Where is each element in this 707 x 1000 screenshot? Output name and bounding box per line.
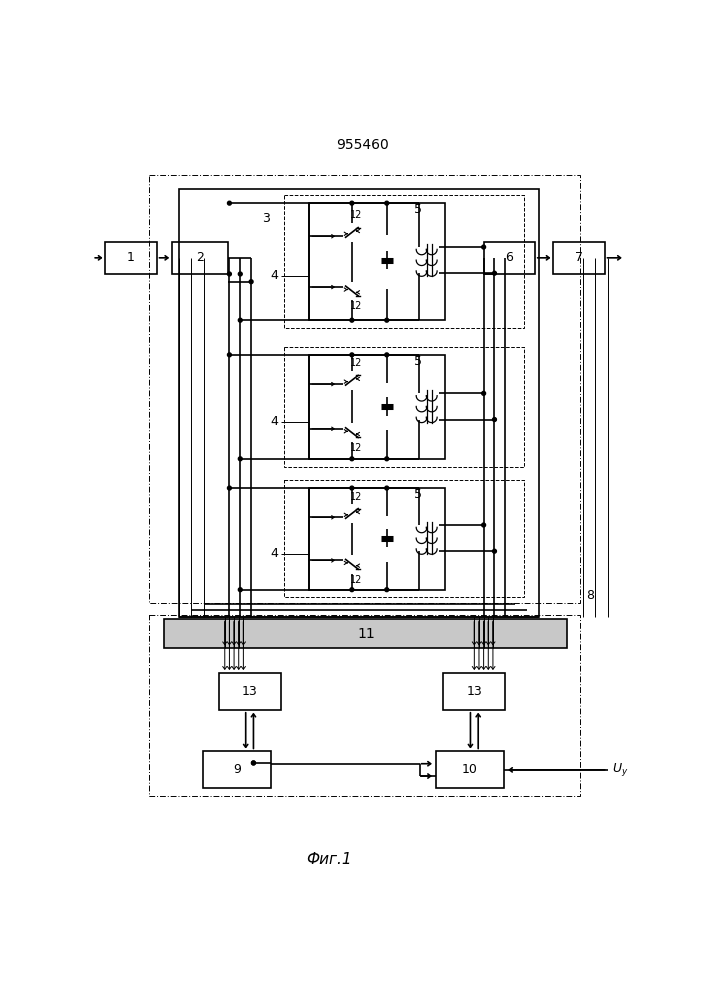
Circle shape [493,418,496,421]
Text: 10: 10 [462,763,478,776]
Bar [284,195,524,328]
Circle shape [238,318,243,322]
Text: 5: 5 [414,203,422,216]
Circle shape [493,271,496,275]
Bar [172,242,228,274]
Text: 12: 12 [349,210,362,220]
Text: 12: 12 [349,575,362,585]
Circle shape [350,318,354,322]
Bar [309,355,445,459]
Text: 7: 7 [575,251,583,264]
Text: 12: 12 [349,358,362,368]
Text: 4: 4 [270,547,279,560]
Circle shape [385,318,389,322]
Text: 955460: 955460 [337,138,389,152]
Circle shape [228,486,231,490]
Bar [203,751,271,788]
Circle shape [385,201,389,205]
Text: 11: 11 [357,627,375,641]
Text: 4: 4 [270,415,279,428]
Text: 12: 12 [349,301,362,311]
Circle shape [252,761,255,765]
Bar [149,175,580,603]
Bar [484,242,534,274]
Bar [179,189,539,617]
Circle shape [385,353,389,357]
Bar [309,488,445,590]
Text: 9: 9 [233,763,241,776]
Text: 5: 5 [414,488,422,501]
Bar [218,673,281,710]
Circle shape [481,245,486,249]
Circle shape [228,272,231,276]
Text: 3: 3 [262,212,270,225]
Bar [554,242,604,274]
Bar [309,203,445,320]
Text: 6: 6 [506,251,513,264]
Circle shape [385,457,389,461]
Circle shape [238,272,243,276]
Bar [164,619,567,648]
Circle shape [385,588,389,592]
Text: 1: 1 [127,251,135,264]
Bar [284,347,524,466]
Circle shape [350,588,354,592]
Text: 5: 5 [414,355,422,368]
Circle shape [493,549,496,553]
Text: 13: 13 [242,685,257,698]
Bar [105,242,156,274]
Bar [443,673,506,710]
Text: 2: 2 [196,251,204,264]
Circle shape [228,201,231,205]
Circle shape [238,588,243,592]
Text: 12: 12 [349,492,362,502]
Circle shape [350,486,354,490]
Circle shape [249,280,253,284]
Circle shape [252,761,255,765]
Text: 12: 12 [349,443,362,453]
Circle shape [238,457,243,461]
Text: 13: 13 [467,685,482,698]
Circle shape [481,523,486,527]
Circle shape [350,457,354,461]
Circle shape [350,201,354,205]
Text: Фиг.1: Фиг.1 [306,852,351,867]
Circle shape [350,353,354,357]
Circle shape [385,486,389,490]
Text: 4: 4 [270,269,279,282]
Bar [436,751,504,788]
Circle shape [481,391,486,395]
Text: $U_y$: $U_y$ [612,761,628,778]
Bar [149,615,580,796]
Bar [284,480,524,597]
Text: 8: 8 [586,589,594,602]
Circle shape [228,353,231,357]
